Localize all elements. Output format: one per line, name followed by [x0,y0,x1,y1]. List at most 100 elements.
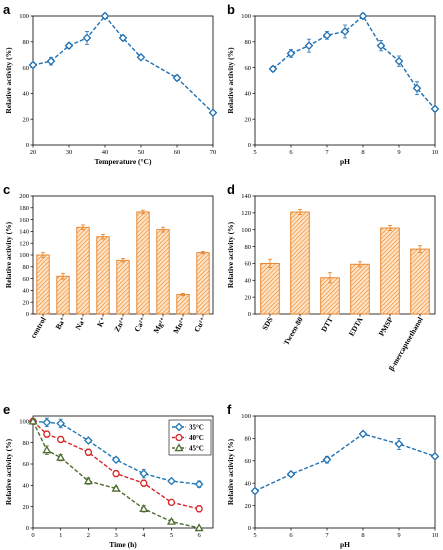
x-tick-label: 5 [253,149,256,156]
y-tick-label: 40 [245,91,252,98]
plot-frame [254,195,436,315]
y-axis-label: Relative activity (%) [4,221,13,288]
y-tick-label: 20 [245,503,252,510]
series-0-point [111,455,121,465]
series-0-point [394,439,404,449]
series-1-point [140,479,148,487]
series-2-point [42,445,52,454]
y-tick-label: 60 [23,461,30,468]
x-tick-label: 3 [114,532,117,539]
series-1-point [195,505,203,513]
bar-5 [410,248,430,315]
y-tick-label: 100 [19,419,29,426]
x-axis-label: Time (h) [109,540,137,549]
series-0-point [430,452,440,461]
x-tick-label: 2 [87,532,90,539]
x-tick-label: 6 [198,532,202,539]
category-label: Cu²⁺ [192,315,208,333]
chart-panel-c: c 0 20 40 60 80 100 120 140 160 180 200 Relative act… [3,182,214,340]
legend-entry: 35°C [189,424,204,432]
series-0-point [394,56,404,66]
bar-5 [136,211,150,315]
panel-letter-a: a [3,2,11,17]
bar-1 [290,211,310,315]
x-tick-label: 7 [325,532,329,539]
x-tick-label: 0 [31,532,34,539]
plot-frame [32,415,214,529]
category-label: Mn²⁺ [171,315,188,335]
series-0-point [167,476,176,486]
series-0-point [250,486,260,496]
legend-marker [174,422,184,432]
plot-frame [254,15,436,146]
series-2-point [83,476,93,485]
x-axis-label: pH [340,157,350,166]
y-tick-label: 60 [245,261,252,268]
y-axis-label: Relative activity (%) [4,47,13,114]
panel-letter-e: e [3,402,10,417]
series-2-point [28,416,38,425]
y-tick-label: 40 [23,483,30,490]
chart-panel-b: b 0 20 40 60 80 100 Relative activity (%) 5 6 7 8 9 1… [226,2,440,166]
series-0-point [42,418,52,427]
x-tick-label: 6 [289,532,293,539]
x-tick-label: 8 [361,532,364,539]
y-tick-label: 40 [23,91,30,98]
series-0-point [304,41,314,50]
category-label: Zn²⁺ [112,315,128,333]
bar-0 [260,262,280,315]
x-tick-label: 6 [289,149,293,156]
series-0-point [340,27,350,36]
y-tick-label: 120 [241,210,251,217]
x-axis-label: Temperature (°C) [95,157,152,166]
series-0-point [82,33,92,43]
series-0-point [100,11,110,21]
category-label: Tween-80 [282,315,305,346]
x-tick-label: 9 [397,149,400,156]
series-1-point [43,430,51,438]
y-tick-label: 20 [23,299,30,306]
series-0-line [254,433,436,492]
chart-panel-d: d 0 20 40 60 80 100 120 140 Relative activity (%)… [226,182,436,372]
series-2-point [166,516,176,525]
series-1-point [112,469,120,478]
category-label: Na⁺ [73,315,87,331]
y-tick-label: 160 [19,217,29,224]
y-tick-label: 80 [23,440,30,447]
x-tick-label: 70 [210,149,217,156]
series-0-line [32,14,214,114]
series-0-point [358,11,368,21]
y-tick-label: 20 [23,504,30,511]
series-2-point [111,483,121,492]
bar-7 [176,294,190,315]
y-tick-label: 0 [248,311,251,318]
series-0-point [358,429,368,439]
series-0-point [322,455,332,464]
series-0-point [64,41,74,50]
y-tick-label: 40 [245,480,252,487]
y-tick-label: 20 [245,294,252,301]
panel-letter-b: b [227,2,235,17]
series-0-point [268,64,278,74]
y-axis-label: Relative activity (%) [226,47,235,114]
category-label: Mg²⁺ [151,315,167,334]
series-0-point [430,104,440,114]
y-tick-label: 180 [19,205,29,212]
series-0-point [376,41,386,50]
series-1-point [84,448,93,456]
y-tick-label: 100 [241,227,251,234]
legend-entry: 40°C [189,434,204,442]
bar-2 [76,226,90,315]
x-tick-label: 60 [174,149,181,156]
series-2-point [194,523,204,532]
series-0-point [139,469,149,478]
y-axis-label: Relative activity (%) [226,221,235,288]
y-tick-label: 0 [26,525,29,532]
category-label: PMSP [377,315,395,338]
y-tick-label: 200 [19,193,29,200]
x-tick-label: 10 [432,532,439,539]
x-tick-label: 5 [253,532,256,539]
bar-1 [56,275,70,315]
category-label: control [29,316,48,340]
